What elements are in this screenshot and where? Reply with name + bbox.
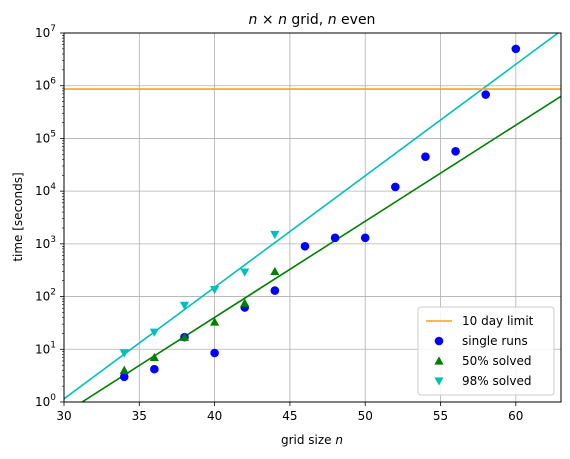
fit-line (81, 95, 561, 402)
data-point (119, 365, 129, 374)
data-point (360, 233, 370, 243)
x-tick-label: 50 (358, 409, 373, 423)
chart-title: n × n grid, n even (249, 12, 376, 28)
data-point (451, 146, 460, 156)
data-point (421, 152, 430, 162)
data-point (119, 372, 129, 382)
data-point (511, 44, 521, 54)
data-point (270, 230, 280, 240)
data-point (179, 301, 190, 311)
y-tick-label: 101 (35, 340, 56, 356)
x-tick-label: 45 (282, 409, 297, 423)
legend: 10 day limit single runs 50% solved 98% sol… (417, 306, 555, 396)
y-tick-label: 100 (35, 393, 56, 409)
grid (63, 32, 561, 403)
data-point (391, 182, 400, 192)
x-axis: 30 35 40 45 50 55 60 (56, 402, 523, 423)
y-tick-label: 106 (35, 77, 56, 93)
data-point (210, 348, 219, 358)
y-tick-label: 104 (35, 182, 56, 198)
y-tick-label: 107 (35, 24, 56, 40)
data-point (240, 268, 250, 277)
y-tick-label: 105 (35, 129, 56, 145)
data-point (481, 90, 490, 99)
data-point (330, 233, 340, 243)
legend-swatch (434, 336, 444, 346)
legend-label: single runs (462, 334, 528, 348)
data-point (270, 286, 280, 295)
x-axis-label: grid size n (281, 433, 343, 447)
x-tick-label: 60 (508, 409, 523, 423)
plot-frame (63, 32, 562, 403)
fit-lines (64, 33, 561, 402)
data-point (240, 298, 250, 307)
legend-label: 50% solved (462, 354, 532, 368)
legend-label: 10 day limit (462, 314, 534, 328)
y-tick-label: 102 (35, 288, 56, 304)
x-tick-label: 55 (433, 409, 448, 423)
legend-swatch (434, 377, 444, 386)
data-points (119, 44, 521, 382)
data-point (150, 364, 159, 374)
x-tick-label: 40 (207, 409, 222, 423)
data-point (300, 241, 310, 251)
y-tick-label: 103 (35, 235, 56, 251)
legend-box (417, 306, 555, 396)
legend-label: 98% solved (462, 374, 532, 388)
fit-line (64, 33, 560, 400)
x-tick-label: 30 (56, 409, 71, 423)
y-axis: 100 101 102 103 104 105 106 107 (35, 24, 64, 409)
legend-swatch (434, 356, 444, 365)
data-point (119, 349, 129, 358)
data-point (210, 317, 220, 326)
x-tick-label: 35 (132, 409, 147, 423)
data-point (210, 286, 220, 295)
data-point (270, 266, 280, 276)
data-point (149, 328, 159, 337)
y-axis-label: time [seconds] (11, 172, 25, 261)
data-point (149, 352, 159, 362)
data-point (179, 332, 190, 341)
